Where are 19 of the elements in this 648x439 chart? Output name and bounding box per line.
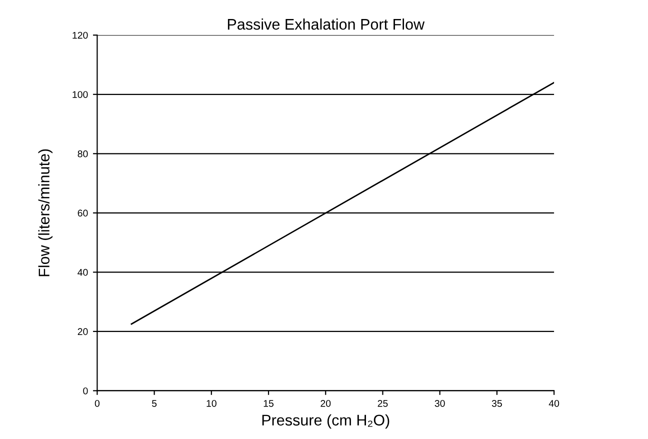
y-tick-label: 80: [78, 150, 88, 158]
y-tick-label: 120: [72, 32, 88, 39]
y-tick-label: 0: [83, 387, 88, 394]
x-tick-label: 10: [206, 400, 216, 407]
x-tick-label: 20: [320, 400, 331, 407]
x-axis-title: Pressure (cm H₂O): [262, 414, 390, 429]
chart-title: Passive Exhalation Port Flow: [228, 18, 425, 30]
x-tick-label: 25: [378, 400, 388, 407]
x-tick-label: 15: [264, 400, 274, 407]
x-tick-label: 40: [548, 400, 560, 407]
y-tick-label: 40: [78, 268, 88, 276]
y-tick-label: 60: [78, 210, 88, 217]
y-tick-label: 100: [72, 91, 88, 98]
x-tick-label: 5: [152, 400, 157, 407]
y-tick-label: 20: [78, 328, 88, 336]
x-tick-label: 35: [492, 400, 502, 407]
x-tick-label: 30: [434, 400, 445, 407]
y-axis-title: Flow (liters/minute): [38, 149, 52, 276]
x-tick-label: 0: [94, 400, 100, 407]
